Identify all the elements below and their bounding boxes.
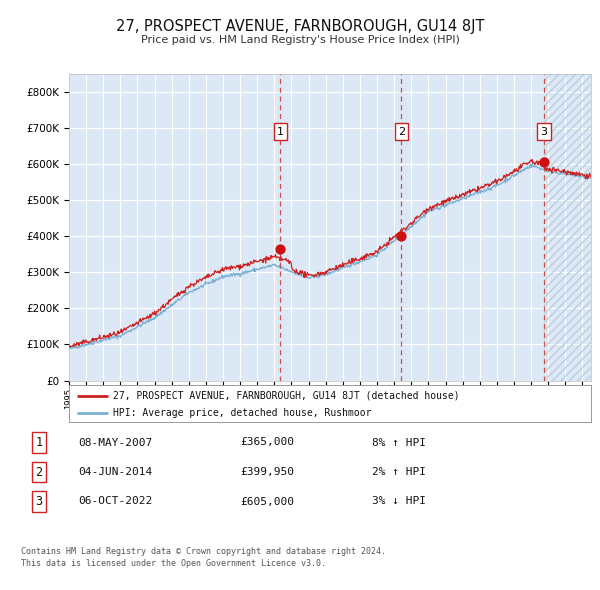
Point: [275, 244, 285, 254]
Text: HPI: Average price, detached house, Rushmoor: HPI: Average price, detached house, Rush…: [113, 408, 372, 418]
Text: Price paid vs. HM Land Registry's House Price Index (HPI): Price paid vs. HM Land Registry's House …: [140, 35, 460, 44]
Text: 2: 2: [35, 466, 43, 478]
Point: [397, 231, 406, 241]
Text: 3: 3: [541, 126, 547, 136]
Text: £365,000: £365,000: [240, 438, 294, 447]
Point: [539, 158, 549, 167]
Text: 3% ↓ HPI: 3% ↓ HPI: [372, 497, 426, 506]
Text: This data is licensed under the Open Government Licence v3.0.: This data is licensed under the Open Gov…: [21, 559, 326, 568]
Text: 2: 2: [398, 126, 405, 136]
Text: Contains HM Land Registry data © Crown copyright and database right 2024.: Contains HM Land Registry data © Crown c…: [21, 547, 386, 556]
Text: 08-MAY-2007: 08-MAY-2007: [78, 438, 152, 447]
Text: 27, PROSPECT AVENUE, FARNBOROUGH, GU14 8JT: 27, PROSPECT AVENUE, FARNBOROUGH, GU14 8…: [116, 19, 484, 34]
Text: 1: 1: [35, 436, 43, 449]
Text: 3: 3: [35, 495, 43, 508]
Text: 1: 1: [277, 126, 284, 136]
Text: 2% ↑ HPI: 2% ↑ HPI: [372, 467, 426, 477]
Text: 8% ↑ HPI: 8% ↑ HPI: [372, 438, 426, 447]
Text: 27, PROSPECT AVENUE, FARNBOROUGH, GU14 8JT (detached house): 27, PROSPECT AVENUE, FARNBOROUGH, GU14 8…: [113, 391, 460, 401]
Text: £605,000: £605,000: [240, 497, 294, 506]
Text: 06-OCT-2022: 06-OCT-2022: [78, 497, 152, 506]
Text: 04-JUN-2014: 04-JUN-2014: [78, 467, 152, 477]
Text: £399,950: £399,950: [240, 467, 294, 477]
